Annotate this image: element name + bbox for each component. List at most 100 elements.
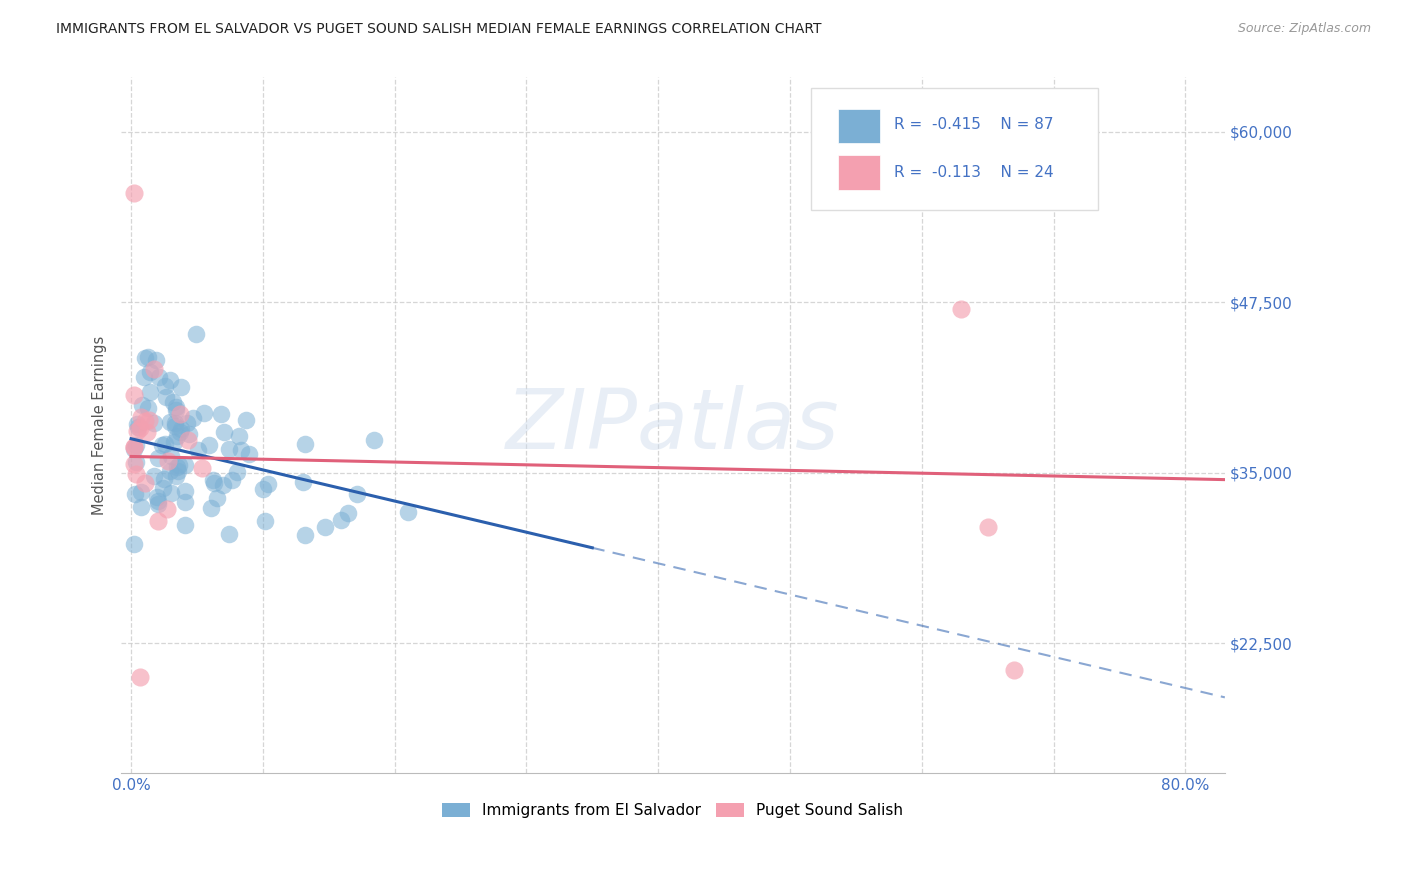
Point	[134, 475, 156, 490]
Point	[221, 473, 243, 487]
Point	[218, 527, 240, 541]
Point	[160, 486, 183, 500]
Point	[294, 528, 316, 542]
Point	[314, 520, 336, 534]
Point	[152, 481, 174, 495]
Point	[197, 438, 219, 452]
Point	[125, 424, 148, 438]
Point	[252, 482, 274, 496]
Point	[122, 537, 145, 551]
Point	[125, 455, 148, 469]
Point	[127, 420, 149, 434]
Point	[165, 468, 187, 483]
Point	[177, 433, 200, 447]
Point	[1002, 664, 1025, 678]
Point	[134, 351, 156, 366]
Point	[976, 520, 998, 534]
Point	[950, 302, 973, 317]
Point	[169, 425, 191, 440]
Point	[291, 475, 314, 489]
Point	[173, 495, 195, 509]
Point	[131, 485, 153, 500]
Point	[159, 373, 181, 387]
Point	[122, 442, 145, 457]
Point	[155, 390, 177, 404]
Point	[202, 473, 225, 487]
Point	[193, 406, 215, 420]
Point	[346, 487, 368, 501]
Text: R =  -0.415    N = 87: R = -0.415 N = 87	[894, 117, 1053, 132]
Point	[163, 416, 186, 430]
Point	[202, 475, 225, 490]
Point	[294, 437, 316, 451]
Point	[173, 518, 195, 533]
Point	[124, 441, 146, 455]
Point	[134, 370, 156, 384]
Point	[146, 490, 169, 504]
Point	[228, 429, 250, 443]
Point	[125, 417, 148, 432]
Point	[145, 353, 167, 368]
Point	[253, 515, 276, 529]
Point	[159, 416, 181, 430]
Point	[156, 502, 179, 516]
Point	[138, 401, 160, 415]
Point	[163, 419, 186, 434]
Text: ZIPatlas: ZIPatlas	[506, 384, 839, 466]
Point	[139, 365, 162, 379]
Point	[136, 425, 159, 440]
Point	[131, 398, 153, 412]
Point	[136, 350, 159, 364]
Point	[169, 458, 191, 472]
Point	[148, 370, 170, 384]
Point	[129, 670, 152, 684]
Point	[177, 427, 200, 442]
Text: R =  -0.113    N = 24: R = -0.113 N = 24	[894, 165, 1053, 180]
Point	[181, 411, 204, 425]
Point	[235, 413, 257, 427]
Legend: Immigrants from El Salvador, Puget Sound Salish: Immigrants from El Salvador, Puget Sound…	[436, 797, 910, 824]
Point	[129, 500, 152, 514]
Point	[187, 442, 209, 457]
Point	[166, 429, 188, 443]
Point	[163, 434, 186, 449]
Point	[169, 407, 191, 421]
Point	[156, 454, 179, 468]
Point	[174, 483, 197, 498]
Point	[150, 438, 173, 452]
Point	[134, 414, 156, 428]
Point	[146, 514, 169, 528]
Point	[165, 400, 187, 414]
Point	[148, 497, 170, 511]
Point	[122, 440, 145, 454]
Point	[122, 186, 145, 201]
Text: Source: ZipAtlas.com: Source: ZipAtlas.com	[1237, 22, 1371, 36]
Point	[170, 379, 193, 393]
Point	[229, 443, 252, 458]
Point	[176, 416, 198, 430]
Point	[207, 491, 229, 506]
Point	[170, 422, 193, 436]
Point	[146, 451, 169, 466]
Text: IMMIGRANTS FROM EL SALVADOR VS PUGET SOUND SALISH MEDIAN FEMALE EARNINGS CORRELA: IMMIGRANTS FROM EL SALVADOR VS PUGET SOU…	[56, 22, 821, 37]
Point	[153, 437, 176, 451]
Point	[153, 379, 176, 393]
Point	[139, 385, 162, 400]
Point	[165, 403, 187, 417]
Point	[124, 467, 146, 482]
Point	[142, 361, 165, 376]
Point	[162, 395, 184, 409]
FancyBboxPatch shape	[811, 88, 1098, 210]
Point	[191, 461, 214, 475]
Point	[186, 326, 208, 341]
Point	[209, 407, 232, 421]
Point	[337, 506, 360, 520]
Point	[124, 487, 146, 501]
Point	[129, 409, 152, 424]
Point	[160, 450, 183, 464]
Point	[122, 388, 145, 402]
Point	[159, 464, 181, 478]
Point	[153, 473, 176, 487]
Point	[363, 433, 385, 447]
Point	[238, 447, 260, 461]
